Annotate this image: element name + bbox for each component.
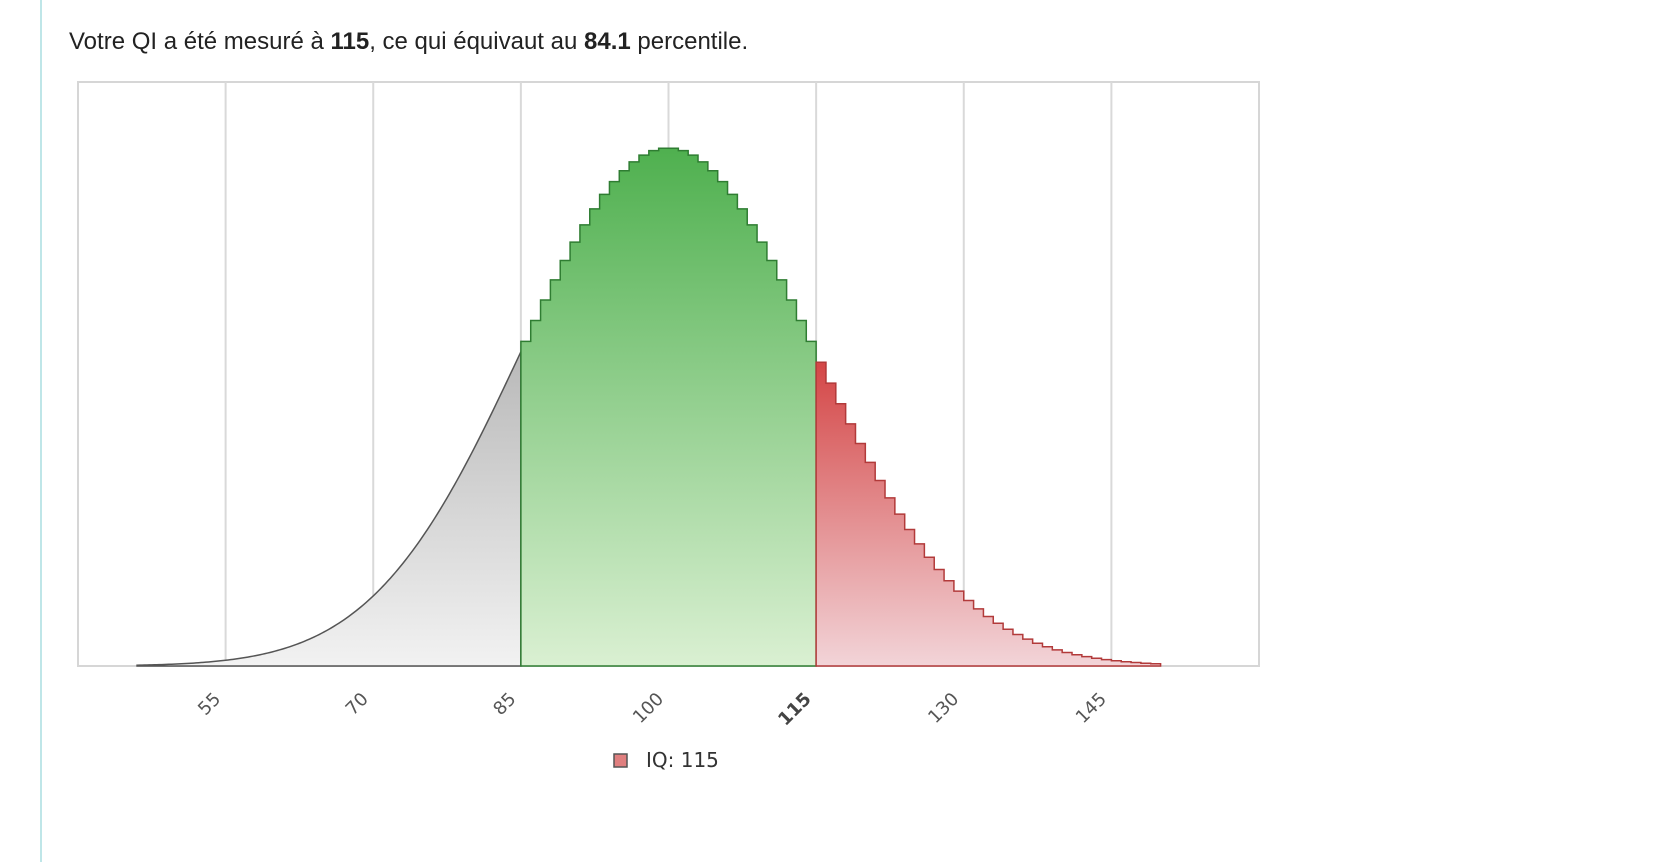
x-tick-label-70: 70 [342,689,373,720]
x-tick-label-145: 145 [1072,689,1111,728]
x-tick-label-115: 115 [774,689,815,730]
region-115-160 [815,361,1162,667]
result-prefix: Votre QI a été mesuré à [69,28,331,55]
region-85-115 [520,147,817,667]
x-tick-label-100: 100 [629,689,668,728]
region-40-85 [136,351,522,667]
legend-swatch [613,753,628,768]
percentile-value: 84.1 [584,28,631,55]
x-tick-label-85: 85 [489,689,520,720]
x-tick-label-130: 130 [924,689,963,728]
result-middle: , ce qui équivaut au [369,28,585,55]
iq-value: 115 [330,28,370,55]
left-border-rule [40,0,42,862]
result-sentence: Votre QI a été mesuré à 115, ce qui équi… [69,28,748,56]
legend-label: IQ: 115 [646,748,719,772]
result-suffix: percentile. [630,28,749,55]
x-tick-label-55: 55 [194,689,225,720]
